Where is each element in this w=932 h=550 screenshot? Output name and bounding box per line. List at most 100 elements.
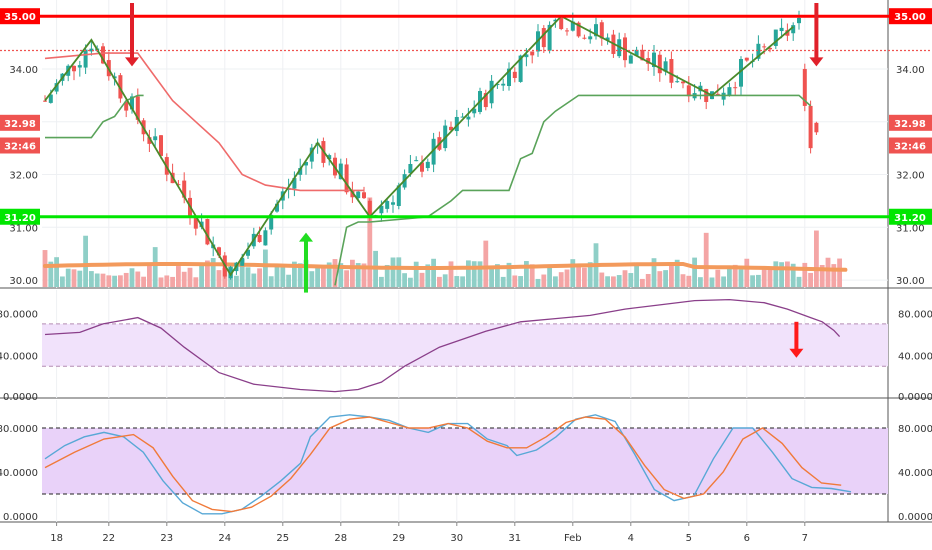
candle-body bbox=[483, 93, 488, 108]
volume-bar bbox=[89, 271, 94, 287]
upper-band-line bbox=[44, 52, 364, 192]
candle-body bbox=[130, 96, 134, 110]
level-badge-label: 31.20 bbox=[894, 213, 926, 224]
oscillator-2-band bbox=[42, 428, 888, 494]
volume-bar bbox=[466, 260, 471, 287]
candle-body bbox=[309, 147, 314, 162]
volume-bar bbox=[628, 273, 634, 287]
level-badge bbox=[889, 208, 932, 225]
time-tick-label: 29 bbox=[392, 533, 405, 544]
volume-bar bbox=[239, 258, 245, 287]
candle-body bbox=[153, 136, 158, 141]
candle-body bbox=[338, 163, 343, 180]
volume-bar bbox=[756, 274, 761, 287]
candle-body bbox=[275, 203, 279, 212]
volume-bar bbox=[268, 276, 274, 287]
price-tick-label-left: 31.00 bbox=[9, 223, 38, 234]
time-tick-label: 28 bbox=[334, 533, 347, 544]
right-price-axis[interactable]: 35.00 35.00 31.20 31.20 32.98 32.98 32:46 32:46… bbox=[0, 8, 932, 523]
volume-bar bbox=[94, 273, 100, 287]
candle-body bbox=[48, 94, 53, 103]
candle-body bbox=[385, 201, 390, 209]
oscillator-1-tick-label: 0.0000 bbox=[898, 392, 932, 403]
volume-bar bbox=[292, 261, 297, 287]
volume-bar bbox=[570, 259, 576, 287]
candle-body bbox=[408, 163, 413, 174]
candle-body bbox=[808, 105, 813, 149]
candle-body bbox=[118, 75, 123, 99]
candle-body bbox=[507, 68, 511, 87]
volume-bar bbox=[77, 270, 83, 287]
volume-bar bbox=[524, 261, 529, 287]
volume-bar bbox=[634, 265, 639, 287]
time-tick-label: 7 bbox=[802, 533, 808, 544]
volume-bar bbox=[448, 261, 454, 287]
oscillator-1-tick-label: 80.0000 bbox=[898, 309, 932, 320]
volume-bar bbox=[48, 261, 54, 287]
volume-bar bbox=[686, 275, 692, 287]
candle-body bbox=[228, 267, 233, 279]
volume-bar bbox=[71, 269, 77, 287]
lower-band-line bbox=[334, 94, 812, 286]
candle-body bbox=[657, 54, 662, 74]
time-tick-label: 5 bbox=[686, 533, 692, 544]
volume-bar bbox=[309, 271, 315, 287]
volume-bar bbox=[147, 263, 152, 287]
candle-body bbox=[217, 247, 221, 256]
price-badge-label: 32:46 bbox=[4, 142, 36, 153]
volume-bar bbox=[750, 275, 755, 287]
candle-body bbox=[617, 39, 622, 57]
time-axis[interactable]: 18 22 23 24 25 28 29 30 31 Feb 4 5 6 7 bbox=[50, 522, 808, 544]
volume-bar bbox=[274, 264, 280, 287]
candle-body bbox=[350, 190, 355, 198]
candle-body bbox=[124, 101, 129, 111]
volume-bar bbox=[350, 259, 355, 287]
candle-body bbox=[640, 49, 645, 61]
volume-bar bbox=[106, 275, 112, 287]
volume-bar bbox=[54, 257, 59, 287]
volume-bar bbox=[721, 276, 726, 287]
level-badge bbox=[0, 8, 40, 25]
volume-bar bbox=[460, 276, 465, 287]
zigzag-line bbox=[44, 15, 794, 277]
candle-body bbox=[367, 200, 372, 218]
candle-body bbox=[263, 230, 268, 246]
candle-body bbox=[431, 138, 436, 165]
volume-bar bbox=[669, 264, 674, 287]
volume-bar bbox=[408, 277, 413, 287]
volume-ma-line bbox=[43, 262, 848, 272]
oscillator-2-tick-label-left: 0.0000 bbox=[3, 512, 38, 523]
volume-bar bbox=[727, 266, 732, 287]
volume-bar bbox=[529, 264, 535, 287]
volume-bar bbox=[558, 272, 564, 287]
volume-bar bbox=[790, 263, 796, 287]
volume-bar bbox=[802, 262, 808, 287]
candle-body bbox=[327, 155, 332, 160]
candle-body bbox=[344, 164, 349, 193]
volume-bar bbox=[582, 267, 587, 287]
oscillator-2-panel bbox=[42, 414, 888, 515]
volume-bar bbox=[315, 264, 320, 287]
candle-body bbox=[797, 17, 801, 24]
candle-body bbox=[663, 61, 668, 72]
candle-body bbox=[391, 202, 395, 205]
level-badge-label: 35.00 bbox=[894, 12, 926, 23]
candle-body bbox=[628, 55, 633, 64]
candle-body bbox=[54, 83, 59, 92]
candle-body bbox=[89, 48, 94, 52]
candle-body bbox=[773, 29, 778, 46]
volume-bar bbox=[402, 273, 407, 287]
volume-bar bbox=[814, 230, 819, 287]
candle-body bbox=[414, 160, 419, 162]
candle-body bbox=[159, 135, 163, 156]
volume-bar bbox=[379, 276, 384, 287]
volume-bar bbox=[547, 265, 552, 287]
candle-body bbox=[72, 65, 76, 72]
price-badge-label: 32.98 bbox=[4, 119, 36, 130]
volume-bar bbox=[129, 268, 135, 287]
volume-bar bbox=[489, 267, 494, 287]
price-badge-label: 32.98 bbox=[894, 119, 926, 130]
candle-body bbox=[147, 137, 152, 144]
volume-bar bbox=[553, 276, 558, 287]
